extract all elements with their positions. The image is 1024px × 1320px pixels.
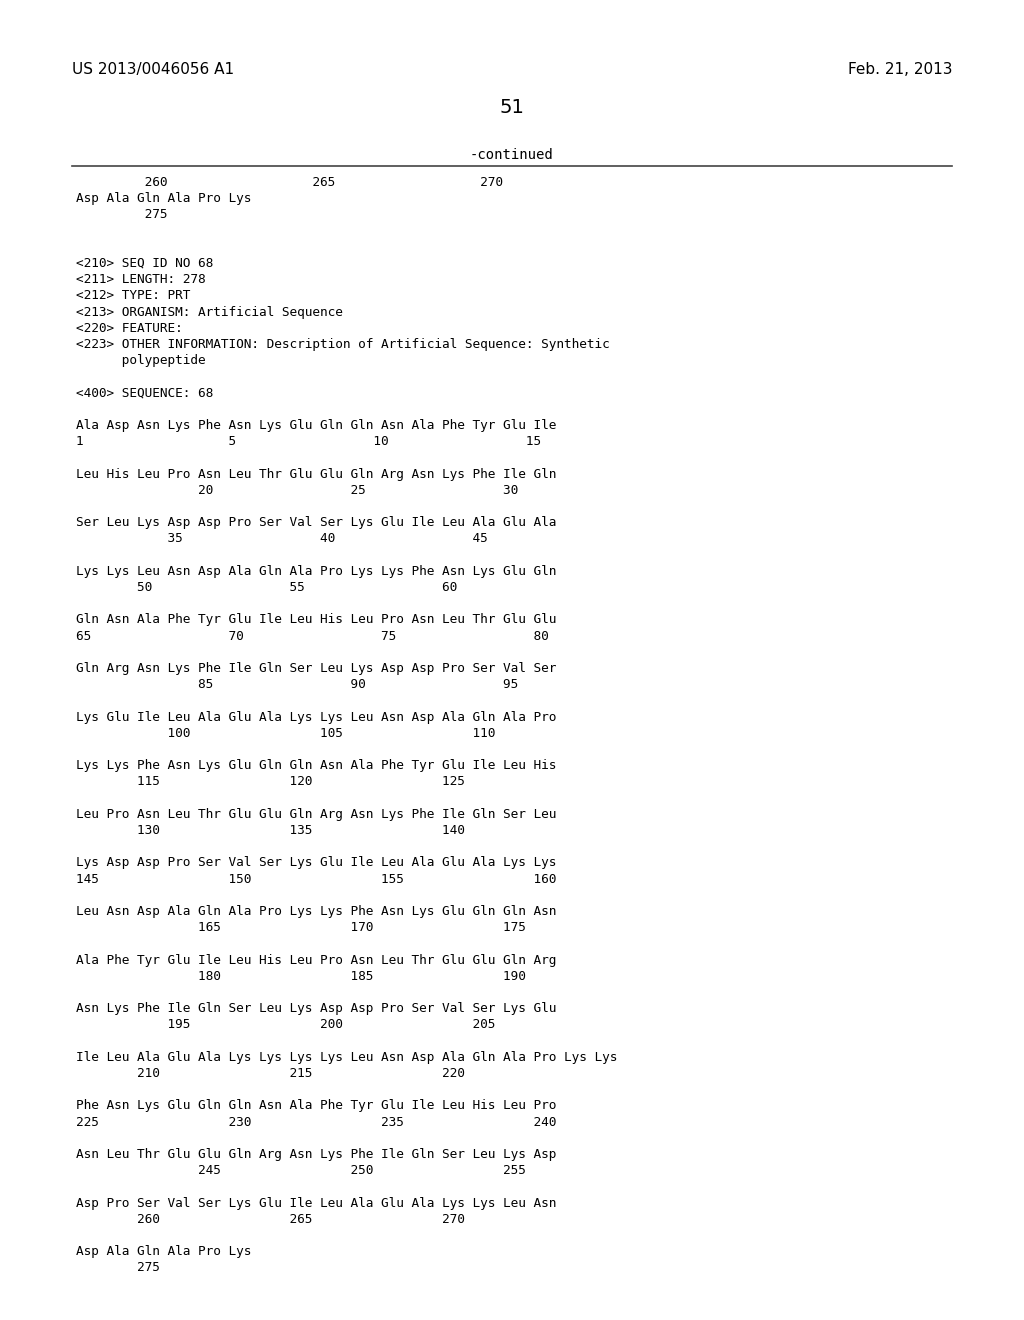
Text: Lys Asp Asp Pro Ser Val Ser Lys Glu Ile Leu Ala Glu Ala Lys Lys: Lys Asp Asp Pro Ser Val Ser Lys Glu Ile … — [76, 857, 556, 870]
Text: 145                 150                 155                 160: 145 150 155 160 — [76, 873, 556, 886]
Text: Lys Lys Leu Asn Asp Ala Gln Ala Pro Lys Lys Phe Asn Lys Glu Gln: Lys Lys Leu Asn Asp Ala Gln Ala Pro Lys … — [76, 565, 556, 578]
Text: <220> FEATURE:: <220> FEATURE: — [76, 322, 182, 335]
Text: <213> ORGANISM: Artificial Sequence: <213> ORGANISM: Artificial Sequence — [76, 306, 343, 318]
Text: Asp Pro Ser Val Ser Lys Glu Ile Leu Ala Glu Ala Lys Lys Leu Asn: Asp Pro Ser Val Ser Lys Glu Ile Leu Ala … — [76, 1197, 556, 1209]
Text: Ile Leu Ala Glu Ala Lys Lys Lys Lys Leu Asn Asp Ala Gln Ala Pro Lys Lys: Ile Leu Ala Glu Ala Lys Lys Lys Lys Leu … — [76, 1051, 617, 1064]
Text: <212> TYPE: PRT: <212> TYPE: PRT — [76, 289, 190, 302]
Text: Leu Pro Asn Leu Thr Glu Glu Gln Arg Asn Lys Phe Ile Gln Ser Leu: Leu Pro Asn Leu Thr Glu Glu Gln Arg Asn … — [76, 808, 556, 821]
Text: 1                   5                  10                  15: 1 5 10 15 — [76, 436, 541, 449]
Text: Asn Leu Thr Glu Glu Gln Arg Asn Lys Phe Ile Gln Ser Leu Lys Asp: Asn Leu Thr Glu Glu Gln Arg Asn Lys Phe … — [76, 1148, 556, 1162]
Text: 180                 185                 190: 180 185 190 — [76, 970, 526, 983]
Text: 275: 275 — [76, 209, 168, 222]
Text: 51: 51 — [500, 98, 524, 117]
Text: 85                  90                  95: 85 90 95 — [76, 678, 518, 692]
Text: 130                 135                 140: 130 135 140 — [76, 824, 465, 837]
Text: Lys Glu Ile Leu Ala Glu Ala Lys Lys Leu Asn Asp Ala Gln Ala Pro: Lys Glu Ile Leu Ala Glu Ala Lys Lys Leu … — [76, 710, 556, 723]
Text: Gln Asn Ala Phe Tyr Glu Ile Leu His Leu Pro Asn Leu Thr Glu Glu: Gln Asn Ala Phe Tyr Glu Ile Leu His Leu … — [76, 614, 556, 627]
Text: Ala Phe Tyr Glu Ile Leu His Leu Pro Asn Leu Thr Glu Glu Gln Arg: Ala Phe Tyr Glu Ile Leu His Leu Pro Asn … — [76, 953, 556, 966]
Text: Ala Asp Asn Lys Phe Asn Lys Glu Gln Gln Asn Ala Phe Tyr Glu Ile: Ala Asp Asn Lys Phe Asn Lys Glu Gln Gln … — [76, 418, 556, 432]
Text: 165                 170                 175: 165 170 175 — [76, 921, 526, 935]
Text: <210> SEQ ID NO 68: <210> SEQ ID NO 68 — [76, 257, 213, 271]
Text: -continued: -continued — [470, 148, 554, 162]
Text: <211> LENGTH: 278: <211> LENGTH: 278 — [76, 273, 206, 286]
Text: 20                  25                  30: 20 25 30 — [76, 484, 518, 496]
Text: Leu His Leu Pro Asn Leu Thr Glu Glu Gln Arg Asn Lys Phe Ile Gln: Leu His Leu Pro Asn Leu Thr Glu Glu Gln … — [76, 467, 556, 480]
Text: 100                 105                 110: 100 105 110 — [76, 727, 496, 739]
Text: 260                 265                 270: 260 265 270 — [76, 1213, 465, 1226]
Text: Phe Asn Lys Glu Gln Gln Asn Ala Phe Tyr Glu Ile Leu His Leu Pro: Phe Asn Lys Glu Gln Gln Asn Ala Phe Tyr … — [76, 1100, 556, 1113]
Text: Ser Leu Lys Asp Asp Pro Ser Val Ser Lys Glu Ile Leu Ala Glu Ala: Ser Leu Lys Asp Asp Pro Ser Val Ser Lys … — [76, 516, 556, 529]
Text: 245                 250                 255: 245 250 255 — [76, 1164, 526, 1177]
Text: US 2013/0046056 A1: US 2013/0046056 A1 — [72, 62, 234, 77]
Text: 260                   265                   270: 260 265 270 — [76, 176, 503, 189]
Text: 225                 230                 235                 240: 225 230 235 240 — [76, 1115, 556, 1129]
Text: 275: 275 — [76, 1262, 160, 1274]
Text: Leu Asn Asp Ala Gln Ala Pro Lys Lys Phe Asn Lys Glu Gln Gln Asn: Leu Asn Asp Ala Gln Ala Pro Lys Lys Phe … — [76, 906, 556, 917]
Text: 50                  55                  60: 50 55 60 — [76, 581, 458, 594]
Text: Asp Ala Gln Ala Pro Lys: Asp Ala Gln Ala Pro Lys — [76, 1245, 251, 1258]
Text: Gln Arg Asn Lys Phe Ile Gln Ser Leu Lys Asp Asp Pro Ser Val Ser: Gln Arg Asn Lys Phe Ile Gln Ser Leu Lys … — [76, 663, 556, 675]
Text: Asp Ala Gln Ala Pro Lys: Asp Ala Gln Ala Pro Lys — [76, 193, 251, 205]
Text: 65                  70                  75                  80: 65 70 75 80 — [76, 630, 549, 643]
Text: 115                 120                 125: 115 120 125 — [76, 775, 465, 788]
Text: Feb. 21, 2013: Feb. 21, 2013 — [848, 62, 952, 77]
Text: <223> OTHER INFORMATION: Description of Artificial Sequence: Synthetic: <223> OTHER INFORMATION: Description of … — [76, 338, 609, 351]
Text: 195                 200                 205: 195 200 205 — [76, 1019, 496, 1031]
Text: Asn Lys Phe Ile Gln Ser Leu Lys Asp Asp Pro Ser Val Ser Lys Glu: Asn Lys Phe Ile Gln Ser Leu Lys Asp Asp … — [76, 1002, 556, 1015]
Text: 35                  40                  45: 35 40 45 — [76, 532, 487, 545]
Text: 210                 215                 220: 210 215 220 — [76, 1067, 465, 1080]
Text: polypeptide: polypeptide — [76, 354, 206, 367]
Text: Lys Lys Phe Asn Lys Glu Gln Gln Asn Ala Phe Tyr Glu Ile Leu His: Lys Lys Phe Asn Lys Glu Gln Gln Asn Ala … — [76, 759, 556, 772]
Text: <400> SEQUENCE: 68: <400> SEQUENCE: 68 — [76, 387, 213, 400]
